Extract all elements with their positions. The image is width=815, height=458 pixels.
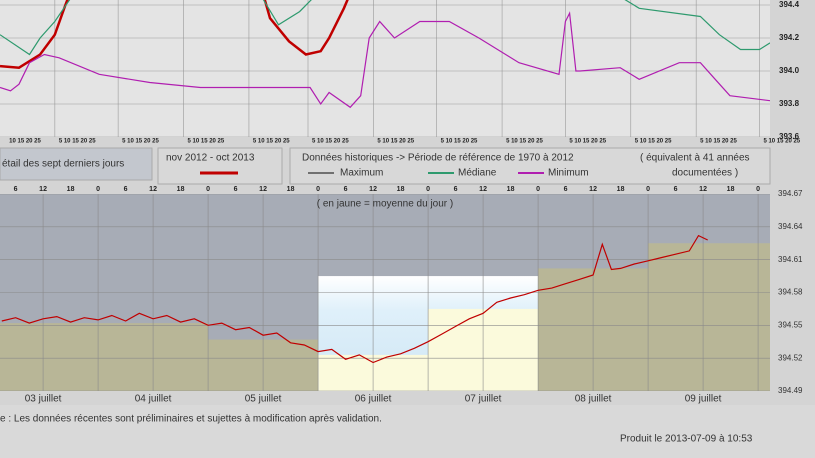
x-tick-label: 12 <box>369 186 377 193</box>
x-label: 08 juillet <box>575 394 612 405</box>
bottom-chart-marks <box>0 194 770 391</box>
detail-label: étail des sept derniers jours <box>2 159 124 170</box>
day-band <box>0 323 99 391</box>
y-tick-label: 394.55 <box>778 320 803 329</box>
x-tick-label: 0 <box>426 186 430 193</box>
x-tick-label: 5 10 15 20 25 <box>506 139 543 145</box>
x-tick-label: 5 10 15 20 25 <box>122 139 159 145</box>
legend-label: Maximum <box>340 168 383 179</box>
x-tick-label: 6 <box>454 186 458 193</box>
legend-label: Minimum <box>548 168 589 179</box>
y-tick-label: 394.67 <box>778 189 803 198</box>
x-tick-label: 5 10 15 20 25 <box>569 139 606 145</box>
x-label: 07 juillet <box>465 394 502 405</box>
day-band <box>648 243 770 391</box>
x-tick-label: 12 <box>39 186 47 193</box>
detail-box <box>0 147 153 181</box>
x-tick-label: 6 <box>344 186 348 193</box>
data-line <box>0 11 770 109</box>
x-tick-label: 12 <box>699 186 707 193</box>
x-tick-label: 18 <box>507 186 515 193</box>
x-tick-label: 6 <box>564 186 568 193</box>
x-label: 06 juillet <box>355 394 392 405</box>
x-tick-label: 18 <box>397 186 405 193</box>
x-tick-label: 12 <box>259 186 267 193</box>
x-tick-label: 5 10 15 20 25 <box>700 139 737 145</box>
x-tick-label: 18 <box>287 186 295 193</box>
x-tick-label: 6 <box>124 186 128 193</box>
footnote: e : Les données récentes sont préliminai… <box>0 414 382 425</box>
footer <box>0 405 815 458</box>
x-tick-label: 5 10 15 20 25 <box>253 139 290 145</box>
x-tick-label: 0 <box>96 186 100 193</box>
x-tick-label: 0 <box>646 186 650 193</box>
history-box <box>289 147 771 185</box>
subtitle: ( en jaune = moyenne du jour ) <box>317 199 453 210</box>
x-tick-label: 5 10 15 20 25 <box>635 139 672 145</box>
x-label: 05 juillet <box>245 394 282 405</box>
data-line <box>0 0 349 69</box>
x-tick-label: 10 15 20 25 <box>9 139 41 145</box>
x-tick-label: 5 10 15 20 25 <box>377 139 414 145</box>
data-line <box>1 234 708 364</box>
x-tick-label: 5 10 15 20 25 <box>763 139 800 145</box>
x-tick-label: 6 <box>674 186 678 193</box>
x-tick-label: 5 10 15 20 25 <box>188 139 225 145</box>
x-tick-label: 18 <box>67 186 75 193</box>
x-tick-label: 12 <box>479 186 487 193</box>
equivalent-label: ( équivalent à 41 années <box>640 153 750 164</box>
documented-label: documentées ) <box>672 168 738 179</box>
x-tick-label: 0 <box>756 186 760 193</box>
x-label: 03 juillet <box>25 394 62 405</box>
x-tick-label: 12 <box>589 186 597 193</box>
x-tick-label: 6 <box>234 186 238 193</box>
history-label: Données historiques -> Période de référe… <box>302 153 574 164</box>
x-tick-label: 5 10 15 20 25 <box>312 139 349 145</box>
y-tick-label: 394.49 <box>778 386 803 395</box>
x-tick-label: 5 10 15 20 25 <box>441 139 478 145</box>
y-tick-label: 393.8 <box>779 99 800 108</box>
x-tick-label: 6 <box>14 186 18 193</box>
top-chart-marks <box>0 0 770 137</box>
produced: Produit le 2013-07-09 à 10:53 <box>620 434 753 445</box>
y-tick-label: 393.6 <box>779 132 800 141</box>
bottom-chart-labels: 394.49 394.52 394.55 394.58 394.61 394.64 394.… <box>14 186 803 405</box>
data-line <box>0 0 770 56</box>
y-tick-label: 394.2 <box>779 33 800 42</box>
x-tick-label: 0 <box>536 186 540 193</box>
legend-label: Médiane <box>458 168 497 179</box>
y-tick-label: 394.0 <box>779 66 800 75</box>
x-tick-label: 5 10 15 20 25 <box>59 139 96 145</box>
x-label: 04 juillet <box>135 394 172 405</box>
y-tick-label: 394.4 <box>779 0 800 9</box>
x-tick-label: 12 <box>149 186 157 193</box>
legend-label: nov 2012 - oct 2013 <box>166 153 255 164</box>
y-tick-label: 394.64 <box>778 222 803 231</box>
x-tick-label: 18 <box>617 186 625 193</box>
top-plot <box>0 0 770 137</box>
x-tick-label: 18 <box>177 186 185 193</box>
x-tick-label: 18 <box>727 186 735 193</box>
x-label: 09 juillet <box>685 394 722 405</box>
top-chart-labels: 393.6 393.8 394.0 394.2 394.4 10 15 20 25 5 10… <box>9 0 801 144</box>
x-tick-label: 0 <box>316 186 320 193</box>
y-tick-label: 394.58 <box>778 288 803 297</box>
y-tick-label: 394.52 <box>778 353 803 362</box>
x-tick-label: 0 <box>206 186 210 193</box>
current-box <box>157 147 283 185</box>
y-tick-label: 394.61 <box>778 255 803 264</box>
